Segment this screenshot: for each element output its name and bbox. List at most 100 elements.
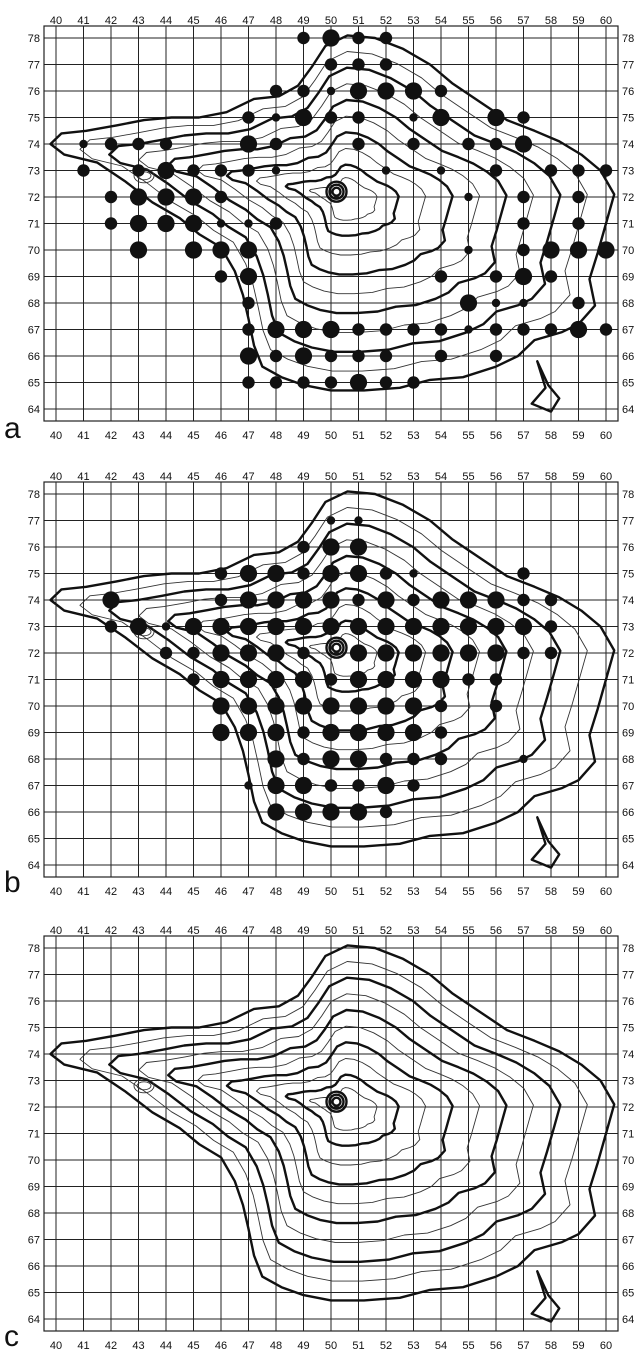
sample-dot: [294, 347, 313, 365]
x-tick-label-top: 43: [132, 925, 144, 937]
sample-dot: [297, 376, 310, 389]
y-tick-label-right: 68: [622, 298, 634, 310]
x-tick-label-bottom: 46: [215, 430, 227, 442]
sample-dot: [269, 84, 283, 98]
y-tick-label-right: 75: [622, 113, 634, 125]
y-tick-label-right: 75: [622, 569, 634, 581]
x-tick-label-bottom: 44: [160, 430, 172, 442]
x-tick-label-top: 46: [215, 925, 227, 937]
sample-dot: [294, 591, 313, 609]
x-tick-label-bottom: 60: [600, 1340, 612, 1352]
summit-contour: [325, 180, 348, 203]
panel-letter-c: c: [4, 1320, 19, 1353]
x-tick-label-bottom: 47: [242, 886, 254, 898]
x-tick-label-top: 50: [325, 471, 337, 483]
x-tick-label-top: 54: [435, 925, 447, 937]
sample-dot: [572, 217, 585, 230]
y-tick-label-right: 67: [622, 781, 634, 793]
sample-dot: [77, 164, 90, 177]
x-tick-label-top: 42: [105, 471, 117, 483]
y-tick-label-right: 73: [622, 1076, 634, 1088]
sample-dot: [267, 776, 285, 795]
sample-dot: [157, 161, 175, 180]
y-tick-label-right: 72: [622, 1102, 634, 1114]
sample-dot: [517, 190, 530, 204]
sample-dot: [489, 164, 503, 177]
sample-dot: [379, 567, 393, 580]
sample-dot: [572, 190, 585, 204]
x-tick-label-bottom: 56: [490, 1340, 502, 1352]
x-tick-label-top: 56: [490, 15, 502, 27]
sample-dot: [297, 31, 310, 45]
x-tick-label-bottom: 59: [572, 430, 584, 442]
sample-dot: [432, 617, 450, 636]
y-tick-label-left: 64: [28, 1314, 40, 1326]
y-tick-label-left: 73: [28, 166, 40, 178]
sample-dot: [569, 320, 588, 339]
sample-dot: [239, 591, 258, 609]
y-tick-label-left: 65: [28, 834, 40, 846]
x-tick-label-bottom: 44: [160, 1340, 172, 1352]
y-tick-label-left: 71: [28, 219, 40, 231]
x-tick-label-bottom: 53: [407, 430, 419, 442]
x-tick-label-top: 49: [297, 471, 309, 483]
y-tick-label-left: 72: [28, 648, 40, 660]
sample-dot: [597, 241, 615, 259]
y-tick-label-left: 70: [28, 245, 40, 257]
y-tick-label-left: 68: [28, 298, 40, 310]
x-tick-label-top: 51: [352, 925, 364, 937]
summit-contour: [331, 1096, 342, 1107]
contour-line: [138, 539, 534, 789]
y-tick-label-left: 78: [28, 33, 40, 45]
sample-dot: [349, 373, 368, 392]
summit-contour: [331, 186, 342, 197]
sample-dot: [487, 644, 505, 662]
x-tick-label-bottom: 49: [297, 1340, 309, 1352]
sample-dot: [379, 323, 393, 336]
contour-lines: [49, 944, 616, 1323]
x-tick-label-top: 52: [380, 471, 392, 483]
southern-spit-contour: [530, 1270, 561, 1323]
sample-dot: [377, 82, 395, 100]
sample-dot: [322, 803, 340, 821]
x-tick-label-top: 46: [215, 15, 227, 27]
sample-dot: [352, 323, 365, 336]
sample-dot: [487, 617, 505, 636]
x-tick-label-top: 45: [187, 15, 199, 27]
sample-dot: [377, 723, 395, 742]
sample-dot: [239, 617, 258, 636]
sample-dot: [489, 699, 503, 713]
sample-dot: [517, 323, 530, 336]
x-tick-label-bottom: 52: [380, 1340, 392, 1352]
sample-dot: [352, 593, 365, 607]
sample-dot: [132, 164, 145, 177]
sample-dot: [242, 111, 255, 124]
sample-dot: [377, 617, 395, 636]
contour-line: [108, 522, 562, 809]
sample-dot: [322, 697, 340, 715]
x-tick-label-top: 57: [517, 15, 529, 27]
sample-dot: [294, 803, 313, 821]
x-tick-label-bottom: 55: [462, 886, 474, 898]
x-tick-label-top: 56: [490, 471, 502, 483]
sample-dot: [352, 779, 365, 792]
x-tick-label-top: 60: [600, 15, 612, 27]
grid: [44, 936, 618, 1331]
y-tick-label-right: 78: [622, 943, 634, 955]
sample-dot: [184, 617, 203, 636]
x-tick-label-bottom: 42: [105, 886, 117, 898]
sample-dot: [216, 219, 226, 228]
sample-dot: [214, 190, 228, 204]
sample-dot: [187, 646, 200, 660]
sample-dot: [322, 723, 340, 742]
sample-dot: [409, 113, 418, 122]
x-tick-label-top: 53: [407, 925, 419, 937]
sample-dot: [326, 86, 336, 96]
sample-dot: [294, 670, 313, 689]
sample-dot: [324, 673, 338, 686]
x-tick-label-top: 59: [572, 471, 584, 483]
sample-dot: [297, 84, 310, 98]
y-tick-label-right: 68: [622, 1208, 634, 1220]
contour-line: [167, 1008, 508, 1225]
sample-dot: [294, 697, 313, 715]
